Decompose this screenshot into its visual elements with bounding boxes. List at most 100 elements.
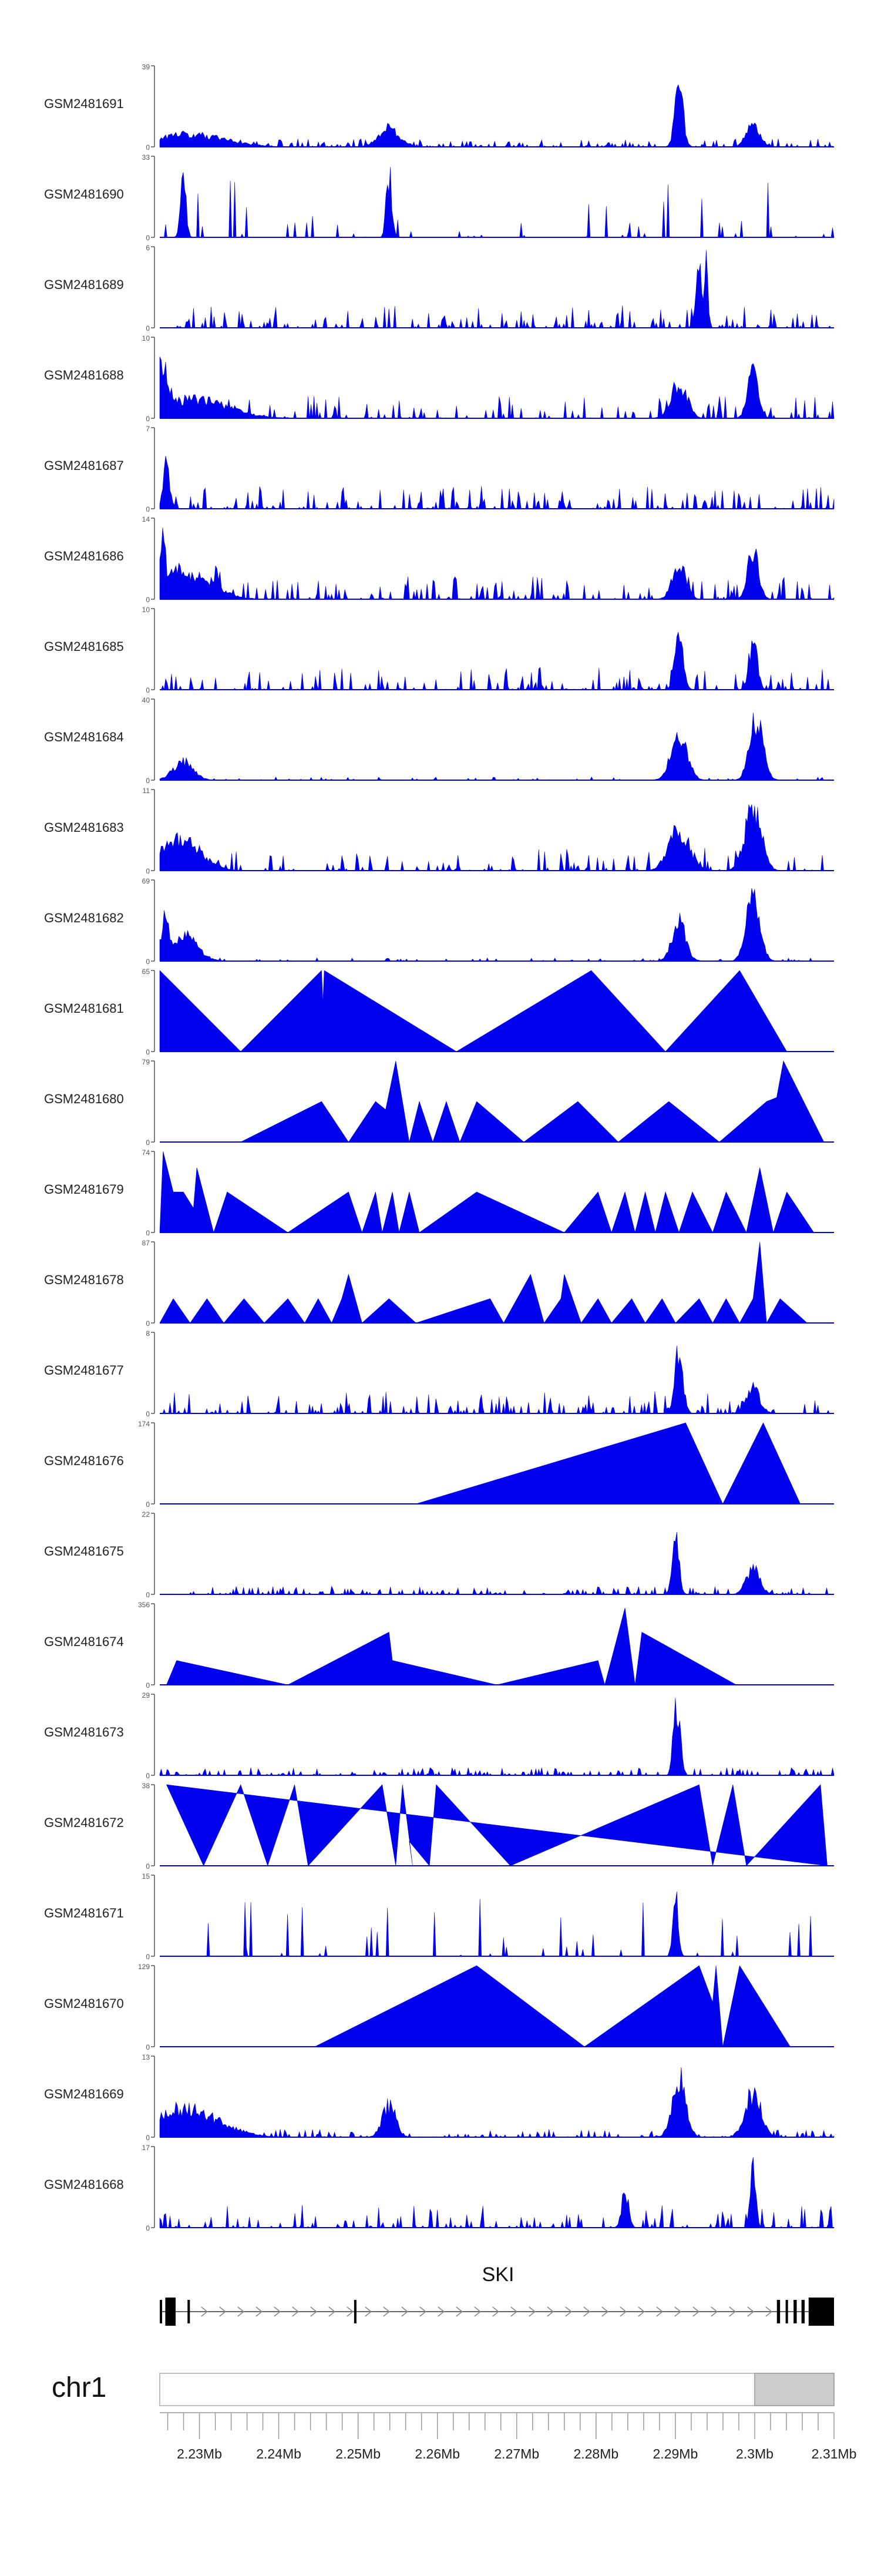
track-GSM2481688: GSM2481688 10 0 bbox=[44, 334, 835, 423]
track-ymin-label: 0 bbox=[146, 1953, 150, 1961]
track-signal-area bbox=[159, 1151, 815, 1234]
track-GSM2481669: GSM2481669 13 0 bbox=[44, 2053, 835, 2142]
gene-strand-arrow bbox=[583, 2306, 591, 2317]
track-label: GSM2481678 bbox=[44, 1272, 124, 1287]
gene-strand-arrow bbox=[255, 2306, 263, 2317]
track-signal-area bbox=[159, 2067, 835, 2138]
track-GSM2481689: GSM2481689 6 0 bbox=[44, 244, 834, 333]
gene-strand-arrow bbox=[547, 2306, 554, 2317]
track-GSM2481676: GSM2481676 174 0 bbox=[44, 1420, 834, 1509]
track-ymin-label: 0 bbox=[146, 1319, 150, 1328]
tracks-layer: GSM2481691390GSM2481690330GSM248168960GS… bbox=[44, 63, 835, 2232]
gene-exon bbox=[808, 2298, 834, 2326]
track-label: GSM2481690 bbox=[44, 187, 124, 201]
track-label: GSM2481676 bbox=[44, 1453, 124, 1468]
track-GSM2481685: GSM2481685 10 0 bbox=[44, 606, 834, 694]
track-label: GSM2481668 bbox=[44, 2177, 124, 2192]
track-label: GSM2481674 bbox=[44, 1634, 124, 1649]
track-signal-area bbox=[240, 1060, 825, 1143]
gene-strand-arrow bbox=[292, 2306, 300, 2317]
track-GSM2481686: GSM2481686 14 0 bbox=[44, 515, 835, 604]
gene-exon bbox=[165, 2298, 176, 2326]
track-label: GSM2481683 bbox=[44, 820, 124, 835]
track-ymax-label: 40 bbox=[142, 696, 150, 704]
track-label: GSM2481686 bbox=[44, 549, 124, 563]
track-ymax-label: 14 bbox=[142, 515, 150, 523]
track-ymax-label: 10 bbox=[142, 334, 150, 342]
gene-exon bbox=[160, 2300, 163, 2323]
axis-tick-label: 2.27Mb bbox=[494, 2446, 539, 2461]
gene-strand-arrow bbox=[419, 2306, 427, 2317]
track-signal-area bbox=[159, 528, 835, 600]
track-label: GSM2481679 bbox=[44, 1182, 124, 1197]
track-ymin-label: 0 bbox=[146, 1410, 150, 1418]
track-signal-area bbox=[159, 1698, 835, 1776]
track-ymax-label: 6 bbox=[146, 244, 150, 252]
gene-strand-arrow bbox=[219, 2306, 227, 2317]
gene-strand-arrow bbox=[674, 2306, 682, 2317]
track-ymin-label: 0 bbox=[146, 2134, 150, 2142]
track-label: GSM2481687 bbox=[44, 458, 124, 473]
track-signal-area bbox=[159, 970, 788, 1052]
track-ymax-label: 11 bbox=[143, 787, 150, 795]
track-ymin-label: 0 bbox=[146, 686, 150, 694]
track-signal-area bbox=[160, 632, 834, 691]
track-signal-area bbox=[159, 456, 835, 509]
track-signal-area bbox=[159, 713, 834, 781]
track-GSM2481690: GSM2481690 33 0 bbox=[44, 153, 835, 242]
track-label: GSM2481682 bbox=[44, 911, 124, 925]
genome-axis-track: chr1 2.23Mb 2.24Mb 2.25Mb 2.26Mb 2.27Mb 2.28M… bbox=[52, 2372, 856, 2461]
gene-strand-arrow bbox=[638, 2306, 645, 2317]
gene-strand-arrow bbox=[456, 2306, 463, 2317]
track-ymin-label: 0 bbox=[146, 1591, 150, 1599]
axis-tick-label: 2.23Mb bbox=[177, 2446, 222, 2461]
track-signal-area bbox=[159, 1241, 808, 1324]
gene-exon bbox=[187, 2300, 190, 2323]
track-ymax-label: 7 bbox=[146, 425, 150, 433]
track-ymin-label: 0 bbox=[146, 1048, 150, 1056]
track-ymax-label: 13 bbox=[142, 2053, 150, 2061]
gene-strand-arrow bbox=[474, 2306, 482, 2317]
track-ymin-label: 0 bbox=[146, 777, 150, 785]
track-signal-area bbox=[159, 804, 834, 872]
track-signal-area bbox=[160, 1345, 834, 1415]
gene-strand-arrow bbox=[601, 2306, 609, 2317]
track-GSM2481678: GSM2481678 87 0 bbox=[44, 1239, 834, 1328]
track-GSM2481670: GSM2481670 129 0 bbox=[44, 1963, 834, 2051]
track-label: GSM2481685 bbox=[44, 639, 124, 654]
track-ymax-label: 15 bbox=[142, 1872, 150, 1880]
track-ymin-label: 0 bbox=[146, 1138, 150, 1147]
axis-tick-label: 2.26Mb bbox=[415, 2446, 460, 2461]
gene-name-label: SKI bbox=[482, 2263, 515, 2286]
track-GSM2481683: GSM2481683 11 0 bbox=[44, 787, 834, 875]
track-ymax-label: 39 bbox=[142, 63, 150, 71]
gene-strand-arrow bbox=[347, 2306, 354, 2317]
track-ymax-label: 79 bbox=[142, 1058, 150, 1066]
track-label: GSM2481671 bbox=[44, 1906, 124, 1920]
track-ymax-label: 17 bbox=[142, 2144, 150, 2152]
track-ymin-label: 0 bbox=[146, 505, 150, 513]
gene-strand-arrow bbox=[765, 2306, 773, 2317]
gene-strand-arrow bbox=[328, 2306, 336, 2317]
track-label: GSM2481673 bbox=[44, 1725, 124, 1739]
track-label: GSM2481669 bbox=[44, 2087, 124, 2101]
track-label: GSM2481681 bbox=[44, 1001, 124, 1016]
track-label: GSM2481670 bbox=[44, 1996, 124, 2011]
gene-strand-arrow bbox=[237, 2306, 245, 2317]
track-signal-area bbox=[160, 1532, 834, 1596]
track-ymax-label: 356 bbox=[138, 1601, 150, 1609]
track-ymin-label: 0 bbox=[146, 324, 150, 333]
track-signal-area bbox=[160, 167, 835, 238]
track-GSM2481684: GSM2481684 40 0 bbox=[44, 696, 834, 785]
track-GSM2481673: GSM2481673 29 0 bbox=[44, 1691, 835, 1780]
track-ymin-label: 0 bbox=[146, 1772, 150, 1780]
region-highlight bbox=[754, 2373, 835, 2406]
track-ymax-label: 174 bbox=[138, 1420, 150, 1428]
track-GSM2481675: GSM2481675 22 0 bbox=[44, 1510, 834, 1599]
track-ymax-label: 65 bbox=[142, 968, 150, 976]
axis-tick-label: 2.28Mb bbox=[573, 2446, 618, 2461]
gene-strand-arrow bbox=[310, 2306, 318, 2317]
track-ymax-label: 129 bbox=[138, 1963, 150, 1971]
gene-strand-arrow bbox=[729, 2306, 737, 2317]
axis-tick-label: 2.3Mb bbox=[736, 2446, 774, 2461]
